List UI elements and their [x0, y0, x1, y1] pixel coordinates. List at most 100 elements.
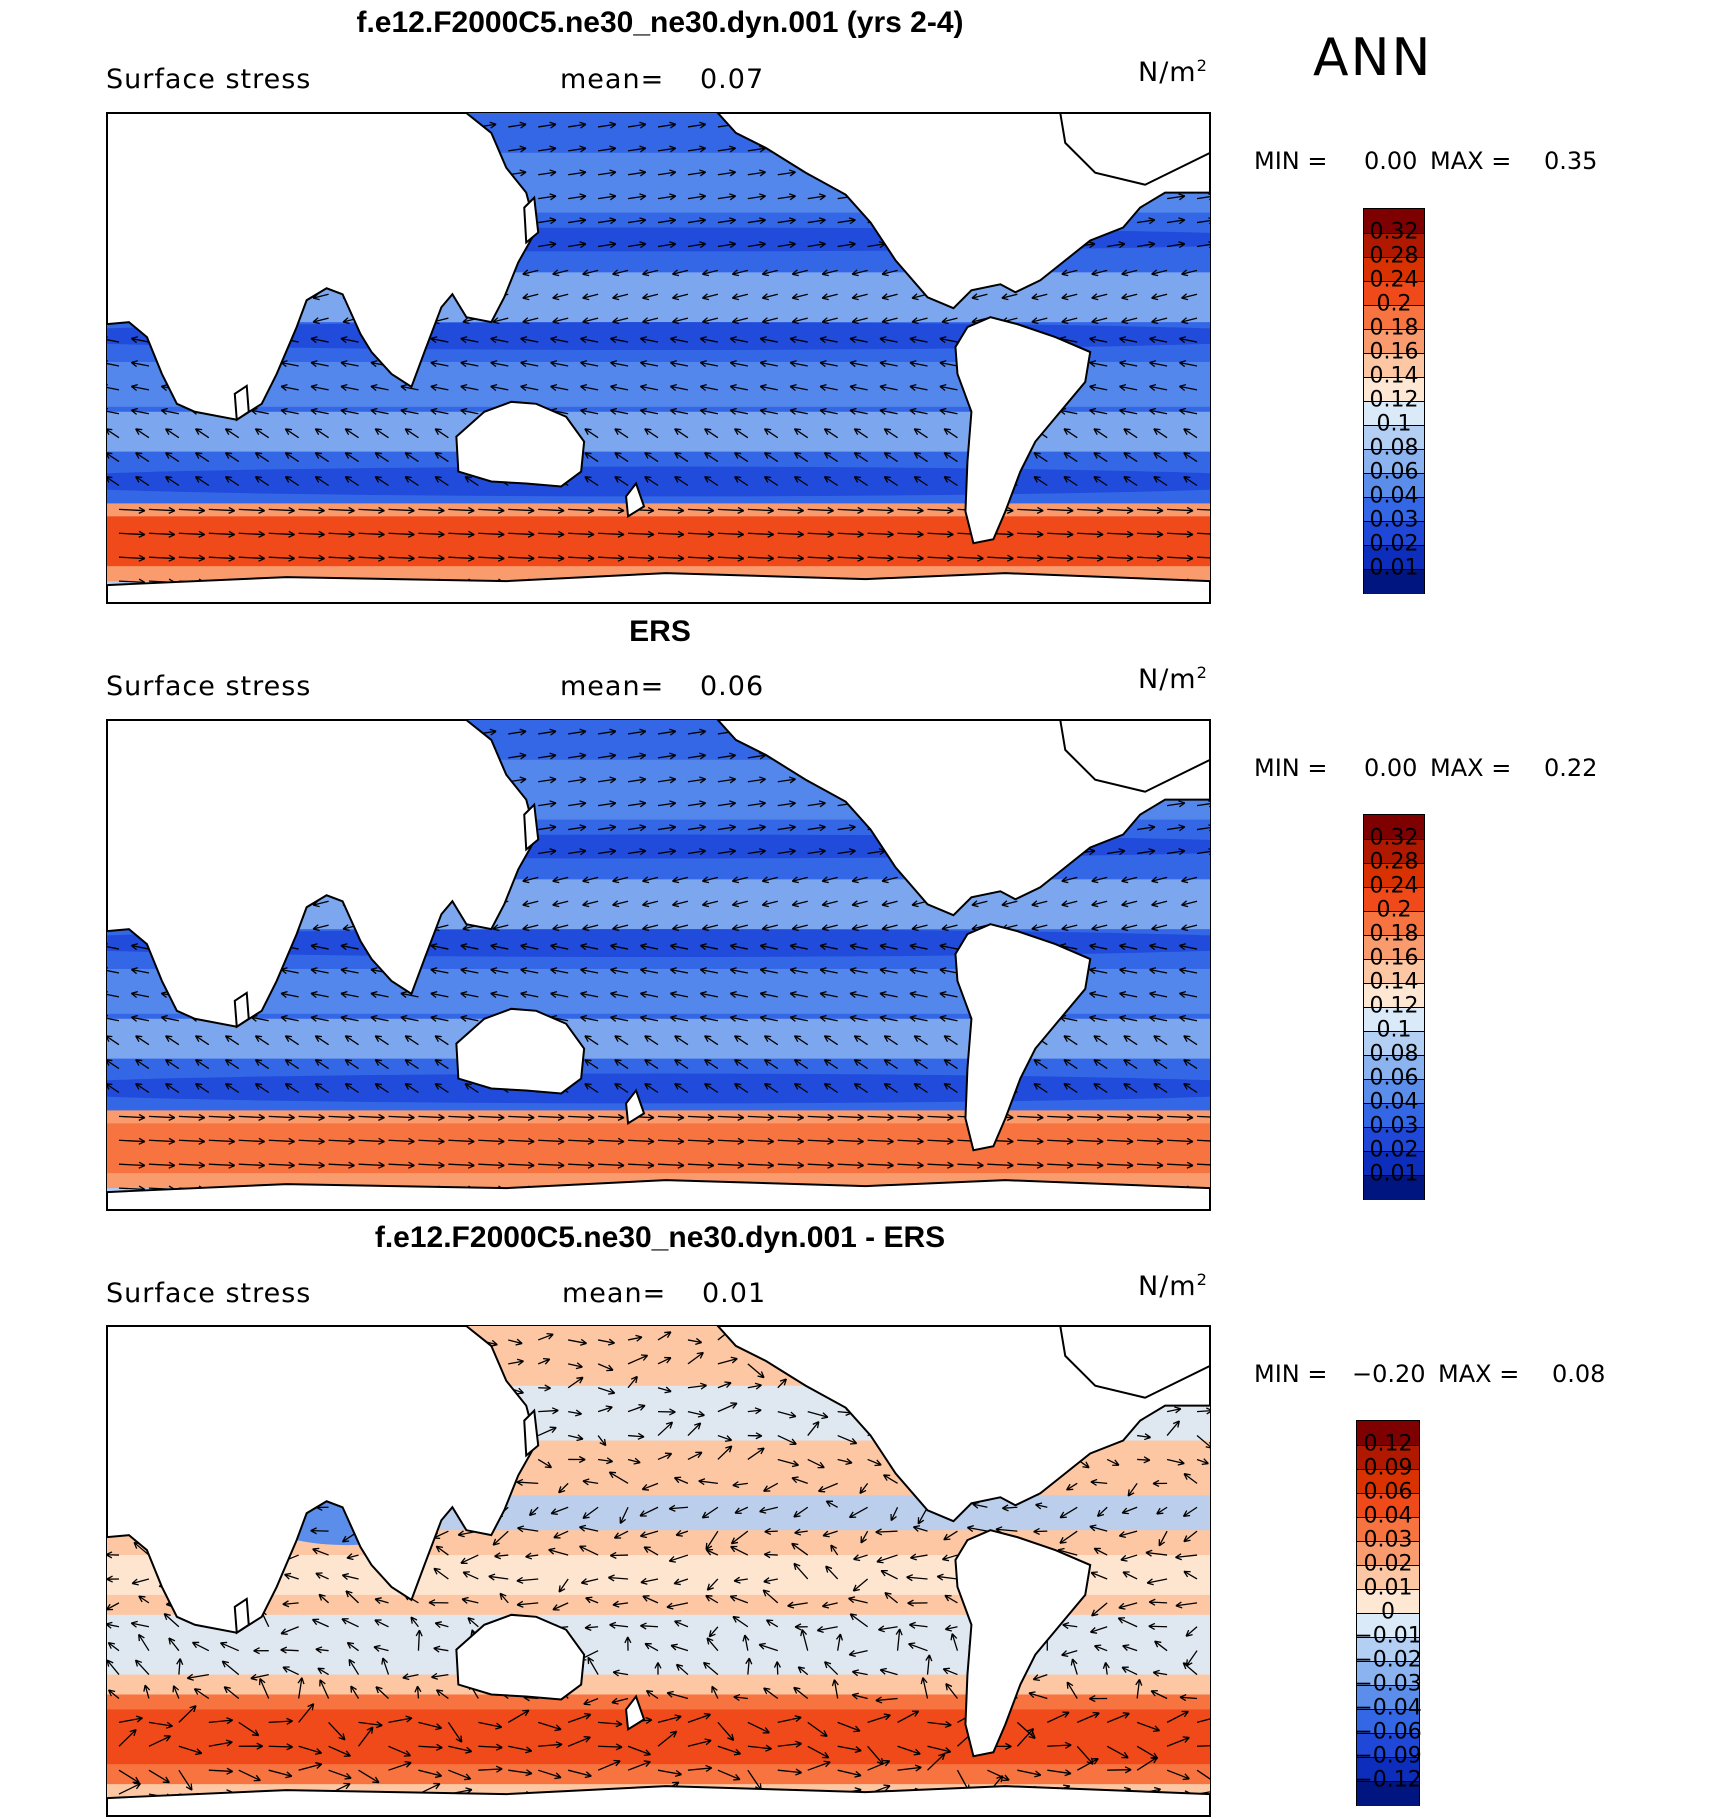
colorbar-tick-label: 0.14: [1369, 969, 1419, 995]
colorbar-separator: [1357, 1733, 1419, 1734]
vector-arrow: [639, 967, 659, 975]
vector-arrow: [1063, 1035, 1078, 1046]
vector-arrow: [674, 1059, 689, 1070]
vector-arrow: [747, 824, 766, 832]
vector-arrow: [238, 1113, 266, 1121]
vector-arrow: [1196, 1745, 1210, 1747]
vector-arrow: [837, 241, 856, 249]
min-label: MIN =: [1254, 1360, 1328, 1388]
vector-arrow: [704, 1082, 719, 1094]
colorbar-separator: [1364, 473, 1424, 474]
vector-arrow: [777, 241, 796, 249]
vector-arrow: [550, 1506, 569, 1515]
vector-arrow: [568, 530, 595, 538]
vector-arrow: [699, 1014, 719, 1022]
vector-arrow: [250, 1673, 269, 1681]
vector-arrow: [687, 800, 707, 808]
vector-arrow: [130, 1014, 150, 1022]
vector-arrow: [1153, 428, 1168, 439]
vector-arrow: [879, 383, 898, 391]
vector-arrow: [807, 193, 826, 201]
vector-arrow: [819, 943, 838, 951]
vector-arrow: [107, 1659, 120, 1675]
vector-arrow: [538, 776, 557, 784]
vector-arrow: [747, 554, 775, 562]
vector-arrow: [627, 1334, 643, 1342]
vector-arrow: [130, 360, 150, 368]
vector-arrow: [883, 1059, 898, 1070]
vector-arrow: [717, 241, 737, 249]
vector-arrow: [777, 1137, 805, 1145]
vector-arrow: [823, 452, 839, 463]
map-model: [106, 112, 1211, 604]
vector-arrow: [282, 1666, 299, 1676]
vector-arrow: [777, 530, 805, 538]
vector-arrow: [791, 293, 808, 301]
vector-arrow: [1093, 428, 1108, 439]
vector-arrow: [732, 1481, 748, 1489]
vector-arrow: [879, 407, 898, 415]
vector-arrow: [522, 269, 539, 277]
mean-label: mean=: [562, 1278, 667, 1309]
vector-arrow: [819, 336, 838, 344]
vector-arrow: [897, 1710, 920, 1723]
vector-arrow: [1061, 1650, 1078, 1658]
vector-arrow: [745, 1657, 753, 1675]
vector-arrow: [657, 241, 677, 249]
vector-arrow: [639, 383, 659, 391]
vector-arrow: [837, 848, 856, 856]
vector-arrow: [314, 452, 329, 463]
vector-arrow: [927, 1720, 952, 1729]
vector-arrow: [628, 1432, 645, 1440]
vector-arrow: [793, 1506, 809, 1518]
vector-arrow: [761, 876, 778, 884]
colorbar-swatch: [1364, 863, 1424, 888]
vector-arrow: [644, 1642, 659, 1652]
vector-arrow: [1183, 428, 1198, 439]
vector-arrow: [669, 990, 689, 998]
vector-arrow: [238, 1137, 266, 1145]
vector-arrow: [1016, 1728, 1035, 1747]
vector-arrow: [598, 506, 625, 514]
vector-arrow: [1166, 217, 1186, 225]
vector-arrow: [448, 554, 475, 562]
vector-arrow: [819, 1014, 838, 1022]
vector-arrow: [657, 1714, 682, 1724]
vector-arrow: [816, 1625, 838, 1633]
vector-arrow: [729, 383, 748, 391]
vector-arrow: [135, 452, 150, 463]
vector-arrow: [597, 1435, 607, 1447]
vector-arrow: [194, 1035, 210, 1046]
colorbar-separator: [1364, 1127, 1424, 1128]
vector-arrow: [268, 1161, 295, 1169]
vector-arrow: [657, 169, 677, 177]
variable-label: Surface stress: [106, 1278, 312, 1309]
vector-arrow: [284, 1572, 299, 1580]
vector-arrow: [717, 1356, 738, 1365]
vector-arrow: [777, 1768, 802, 1776]
vector-arrow: [1121, 924, 1138, 932]
max-value: 0.22: [1544, 754, 1598, 782]
colorbar-tick-label: 0.18: [1369, 315, 1419, 341]
vector-arrow: [430, 1014, 449, 1022]
vector-arrow: [550, 943, 569, 951]
vector-arrow: [310, 990, 329, 998]
vector-arrow: [657, 506, 685, 514]
vector-arrow: [627, 1375, 638, 1389]
vector-arrow: [583, 1697, 599, 1706]
vector-arrow: [462, 1571, 479, 1580]
vector-arrow: [1077, 1113, 1104, 1121]
vector-arrow: [821, 924, 838, 932]
vector-arrow: [687, 193, 707, 201]
vector-arrow: [522, 876, 539, 884]
colorbar-tick-label: −0.06: [1354, 1719, 1422, 1745]
vector-arrow: [879, 990, 898, 998]
vector-arrow: [508, 728, 527, 736]
vector-arrow: [849, 1613, 869, 1628]
vector-arrow: [1166, 800, 1186, 808]
vector-arrow: [1047, 554, 1074, 562]
vector-arrow: [657, 800, 677, 808]
vector-arrow: [849, 967, 868, 975]
vector-arrow: [945, 1683, 958, 1699]
vector-arrow: [944, 1624, 958, 1632]
